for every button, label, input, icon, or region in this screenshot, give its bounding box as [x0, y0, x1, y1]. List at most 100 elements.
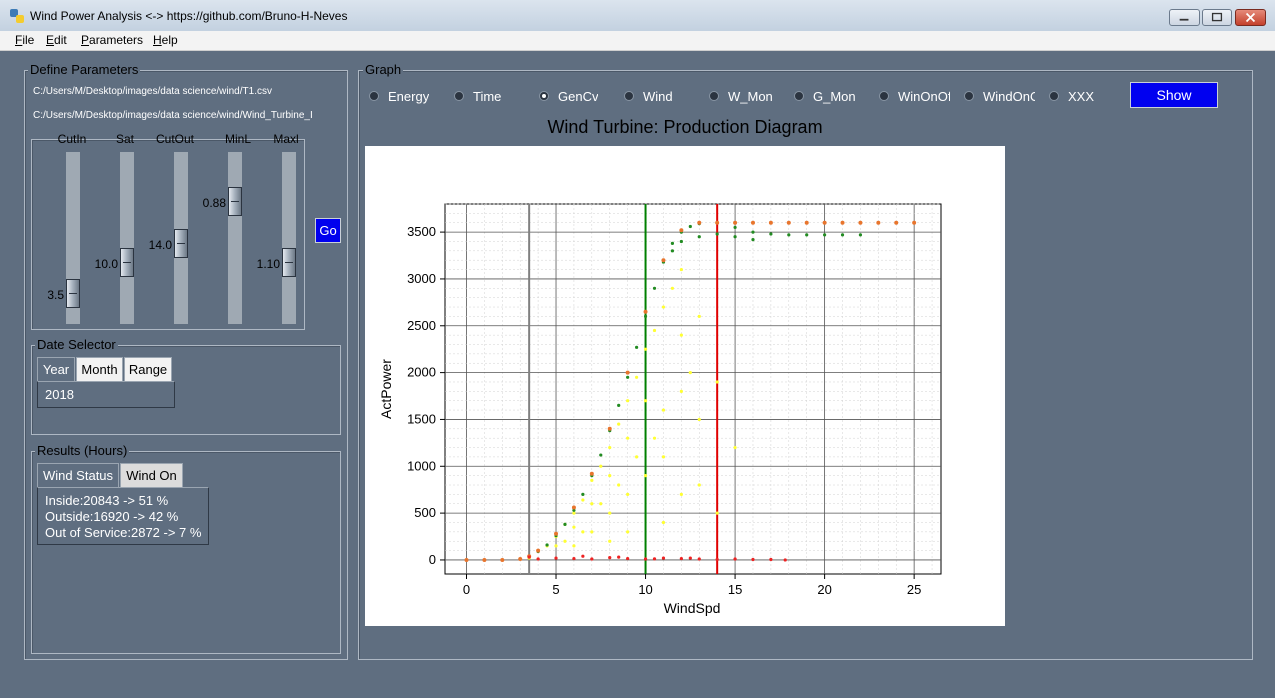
- menu-file[interactable]: File: [15, 33, 35, 47]
- data-point: [804, 220, 809, 225]
- slider-thumb-maxl[interactable]: [282, 248, 296, 277]
- radio-button[interactable]: [454, 91, 464, 101]
- data-point: [912, 220, 917, 225]
- menu-help[interactable]: Help: [153, 33, 178, 47]
- radio-time[interactable]: Time: [454, 87, 501, 105]
- menu-parameters[interactable]: Parameters: [81, 33, 144, 47]
- data-point: [554, 544, 558, 548]
- radio-xxx[interactable]: XXX: [1049, 87, 1094, 105]
- slider-value-minl: 0.88: [202, 196, 226, 210]
- show-button[interactable]: Show: [1130, 82, 1218, 108]
- radio-button[interactable]: [1049, 91, 1059, 101]
- data-point: [715, 557, 719, 562]
- data-point: [751, 237, 755, 242]
- x-axis-label: WindSpd: [664, 600, 721, 616]
- tab-wind-status[interactable]: Wind Status: [37, 463, 119, 487]
- radio-w-mon[interactable]: W_Mon: [709, 87, 773, 105]
- data-point: [661, 258, 666, 263]
- data-point: [733, 445, 737, 450]
- radio-button[interactable]: [794, 91, 804, 101]
- maximize-button[interactable]: [1202, 9, 1232, 26]
- slider-thumb-cutout[interactable]: [174, 229, 188, 258]
- radio-button-selected[interactable]: [539, 91, 549, 101]
- data-point: [643, 309, 648, 314]
- minimize-button[interactable]: [1169, 9, 1200, 26]
- radio-g-mon[interactable]: G_Mon: [794, 87, 856, 105]
- data-point: [617, 483, 621, 487]
- data-point: [715, 511, 719, 515]
- menu-bar: File Edit Parameters Help: [0, 31, 1275, 51]
- maximize-icon: [1211, 12, 1223, 22]
- data-point: [858, 220, 863, 225]
- data-point: [787, 233, 791, 237]
- data-point: [643, 474, 648, 478]
- x-tick-label: 0: [463, 582, 470, 597]
- y-tick-label: 3000: [407, 271, 436, 286]
- x-tick-label: 10: [638, 582, 652, 597]
- slider-thumb-cutin[interactable]: [66, 279, 80, 308]
- graph-panel: [358, 70, 1253, 660]
- data-point: [608, 474, 612, 478]
- data-point: [545, 543, 549, 547]
- date-selector-frame: [31, 345, 341, 435]
- data-point: [590, 557, 594, 561]
- radio-button[interactable]: [709, 91, 719, 101]
- left-panel: [24, 70, 348, 660]
- tab-month[interactable]: Month: [76, 357, 123, 381]
- tab-year[interactable]: Year: [37, 357, 75, 381]
- radio-windono[interactable]: WindOnO: [964, 87, 1035, 105]
- radio-energy[interactable]: Energy: [369, 87, 429, 105]
- radio-label-g-mon: G_Mon: [813, 88, 856, 104]
- y-axis-label: ActPower: [378, 359, 394, 419]
- tab-wind-on[interactable]: Wind On: [120, 463, 183, 487]
- data-point: [626, 436, 630, 440]
- radio-winonof[interactable]: WinOnOf: [879, 87, 950, 105]
- slider-track-minl[interactable]: [228, 152, 242, 324]
- data-point: [715, 380, 719, 384]
- slider-label-cutout: CutOut: [155, 132, 194, 146]
- results-body: [37, 487, 209, 545]
- data-point: [518, 557, 523, 562]
- radio-button[interactable]: [964, 91, 974, 101]
- close-button[interactable]: [1235, 9, 1266, 26]
- slider-thumb-sat[interactable]: [120, 248, 134, 277]
- data-point: [572, 544, 576, 548]
- graph-label: Graph: [363, 62, 404, 77]
- radio-button[interactable]: [879, 91, 889, 101]
- data-point: [536, 557, 540, 561]
- data-point: [679, 492, 683, 496]
- data-point: [589, 471, 594, 476]
- plot-frame: [444, 203, 942, 575]
- data-point: [643, 347, 648, 351]
- slider-thumb-minl[interactable]: [228, 187, 242, 216]
- data-point: [679, 389, 683, 393]
- data-point: [823, 233, 827, 237]
- data-point: [858, 233, 863, 237]
- slider-label-cutin: CutIn: [57, 132, 87, 146]
- data-point: [617, 403, 621, 407]
- data-point: [626, 556, 630, 561]
- file-path-2: C:/Users/M/Desktop/images/data science/w…: [33, 110, 313, 121]
- data-point: [581, 554, 585, 558]
- data-point: [652, 557, 657, 561]
- slider-value-sat: 10.0: [94, 257, 118, 271]
- radio-button[interactable]: [369, 91, 379, 101]
- menu-edit[interactable]: Edit: [46, 33, 67, 47]
- data-point: [751, 557, 755, 562]
- radio-wind[interactable]: Wind: [624, 87, 673, 105]
- radio-label-energy: Energy: [388, 88, 430, 104]
- go-button[interactable]: Go: [315, 218, 341, 243]
- slider-track-sat[interactable]: [120, 152, 134, 324]
- data-point: [894, 220, 899, 225]
- radio-gencv[interactable]: GenCv: [539, 87, 598, 105]
- slider-track-maxl[interactable]: [282, 152, 296, 324]
- data-point: [679, 239, 683, 244]
- data-point: [581, 492, 585, 496]
- slider-label-minl: MinL: [224, 132, 251, 146]
- radio-button[interactable]: [624, 91, 634, 101]
- data-point: [500, 557, 505, 562]
- data-point: [554, 556, 558, 560]
- data-point: [786, 220, 791, 225]
- data-point: [661, 455, 666, 459]
- tab-range[interactable]: Range: [124, 357, 172, 381]
